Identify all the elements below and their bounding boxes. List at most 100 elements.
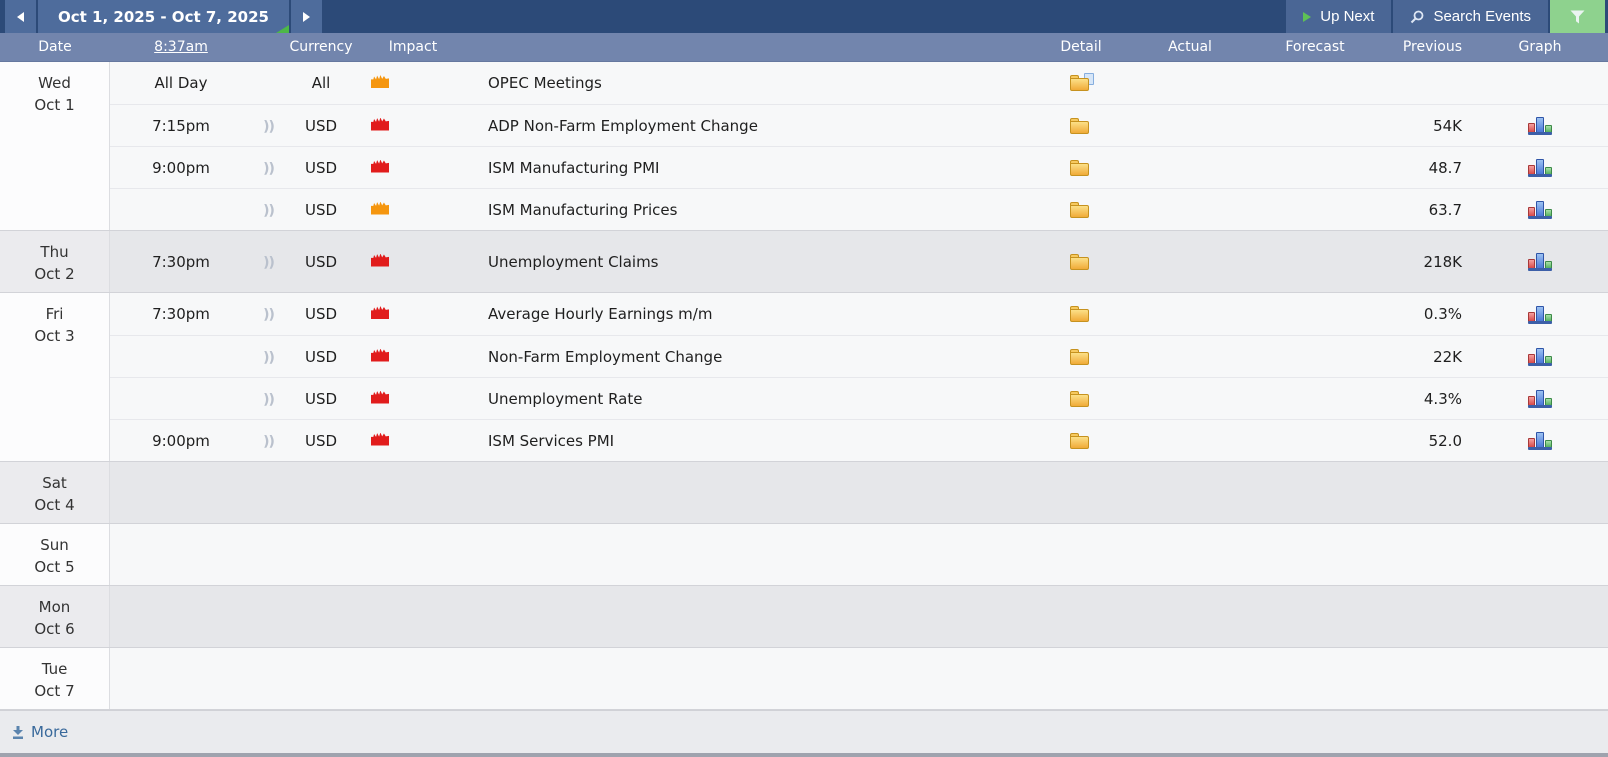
event-currency: USD: [304, 116, 338, 135]
topbar-actions: Up Next Search Events: [1284, 0, 1608, 33]
graph-icon[interactable]: [1528, 158, 1552, 177]
col-header-graph: Graph: [1518, 39, 1562, 55]
event-time: 9:00pm: [152, 431, 210, 450]
day-events: 7:30pm )) USD Average Hourly Earnings m/…: [110, 293, 1608, 461]
event-currency: USD: [304, 158, 338, 177]
more-link[interactable]: More: [12, 723, 68, 741]
day-block: Thu Oct 2 7:30pm )) USD Unemployment Cla…: [0, 231, 1608, 293]
speaker-icon: )): [263, 160, 275, 177]
speaker-icon: )): [263, 349, 275, 366]
event-name: ISM Manufacturing Prices: [488, 200, 678, 219]
search-events-button[interactable]: Search Events: [1393, 0, 1548, 33]
event-row[interactable]: All Day All OPEC Meetings: [110, 62, 1608, 104]
event-row[interactable]: 9:00pm )) USD ISM Services PMI 52.0: [110, 419, 1608, 461]
calendar-days: Wed Oct 1 All Day All OPEC Meetings: [0, 62, 1608, 710]
detail-folder-icon[interactable]: [1070, 390, 1092, 408]
event-row[interactable]: 9:00pm )) USD ISM Manufacturing PMI 48.7: [110, 146, 1608, 188]
graph-icon[interactable]: [1528, 200, 1552, 219]
col-header-actual: Actual: [1168, 39, 1212, 55]
event-row[interactable]: )) USD ISM Manufacturing Prices 63.7: [110, 188, 1608, 230]
current-time-link[interactable]: 8:37am: [154, 39, 208, 55]
event-row[interactable]: )) USD Unemployment Rate 4.3%: [110, 377, 1608, 419]
impact-icon: [371, 348, 389, 362]
graph-icon[interactable]: [1528, 116, 1552, 135]
search-events-label: Search Events: [1433, 8, 1531, 25]
day-date-cell: Sun Oct 5: [0, 524, 110, 585]
event-row[interactable]: 7:30pm )) USD Unemployment Claims 218K: [110, 241, 1608, 283]
detail-folder-icon[interactable]: [1070, 253, 1092, 271]
event-currency: USD: [304, 347, 338, 366]
event-name: ISM Manufacturing PMI: [488, 158, 660, 177]
date-range-label: Oct 1, 2025 - Oct 7, 2025: [58, 7, 269, 26]
day-date: Oct 2: [34, 265, 75, 283]
day-block: Wed Oct 1 All Day All OPEC Meetings: [0, 62, 1608, 231]
more-label: More: [31, 723, 69, 741]
date-range-selector[interactable]: Oct 1, 2025 - Oct 7, 2025: [38, 0, 289, 33]
col-header-date: Date: [38, 39, 72, 55]
event-previous: 4.3%: [1423, 389, 1462, 408]
detail-folder-icon[interactable]: [1070, 201, 1092, 219]
impact-icon: [371, 75, 389, 88]
day-date-cell: Sat Oct 4: [0, 462, 110, 523]
filter-funnel-icon: [1570, 10, 1585, 23]
day-name: Wed: [38, 74, 71, 92]
impact-icon: [371, 253, 389, 267]
detail-folder-icon[interactable]: [1070, 73, 1094, 92]
day-events: [110, 586, 1608, 647]
detail-folder-icon[interactable]: [1070, 305, 1092, 323]
day-block: Tue Oct 7: [0, 648, 1608, 710]
day-events: [110, 648, 1608, 709]
detail-folder-icon[interactable]: [1070, 432, 1092, 450]
day-date: Oct 6: [34, 620, 75, 638]
day-name: Sat: [42, 474, 67, 492]
event-time: 7:30pm: [152, 252, 210, 271]
col-header-previous: Previous: [1402, 39, 1462, 55]
graph-icon[interactable]: [1528, 252, 1552, 271]
event-currency: USD: [304, 200, 338, 219]
graph-icon[interactable]: [1528, 389, 1552, 408]
day-name: Tue: [41, 660, 68, 678]
speaker-icon: )): [263, 118, 275, 135]
event-name: ISM Services PMI: [488, 431, 615, 450]
day-date-cell: Tue Oct 7: [0, 648, 110, 709]
day-name: Mon: [38, 598, 71, 616]
day-events: [110, 462, 1608, 523]
graph-icon[interactable]: [1528, 431, 1552, 450]
event-name: ADP Non-Farm Employment Change: [488, 116, 758, 135]
detail-folder-icon[interactable]: [1070, 348, 1092, 366]
day-block: Sat Oct 4: [0, 462, 1608, 524]
speaker-icon: )): [263, 433, 275, 450]
impact-icon: [371, 201, 389, 215]
detail-folder-icon[interactable]: [1070, 117, 1092, 135]
day-events: All Day All OPEC Meetings 7:15pm )) USD: [110, 62, 1608, 230]
col-header-forecast: Forecast: [1285, 39, 1345, 55]
next-week-button[interactable]: [290, 0, 322, 33]
col-header-impact: Impact: [388, 39, 438, 55]
event-name: OPEC Meetings: [488, 74, 602, 92]
graph-icon[interactable]: [1528, 305, 1552, 324]
detail-folder-icon[interactable]: [1070, 159, 1092, 177]
event-row[interactable]: )) USD Non-Farm Employment Change 22K: [110, 335, 1608, 377]
search-icon: [1411, 10, 1424, 23]
day-date-cell: Mon Oct 6: [0, 586, 110, 647]
event-previous: 52.0: [1428, 431, 1462, 450]
up-next-button[interactable]: Up Next: [1286, 0, 1392, 33]
event-previous: 218K: [1423, 252, 1462, 271]
col-header-currency: Currency: [289, 39, 353, 55]
filter-button[interactable]: [1550, 0, 1605, 33]
event-currency: USD: [304, 389, 338, 408]
event-name: Unemployment Rate: [488, 389, 643, 408]
impact-icon: [371, 117, 389, 131]
footer-bar: More: [0, 710, 1608, 757]
up-next-play-icon: [1303, 11, 1312, 22]
speaker-icon: )): [263, 202, 275, 219]
day-date: Oct 3: [34, 327, 75, 345]
event-row[interactable]: 7:30pm )) USD Average Hourly Earnings m/…: [110, 293, 1608, 335]
prev-week-button[interactable]: [5, 0, 36, 33]
event-currency: All: [311, 74, 331, 92]
col-header-detail: Detail: [1060, 39, 1102, 55]
event-row[interactable]: 7:15pm )) USD ADP Non-Farm Employment Ch…: [110, 104, 1608, 146]
graph-icon[interactable]: [1528, 347, 1552, 366]
impact-icon: [371, 306, 389, 319]
day-date: Oct 5: [34, 558, 75, 576]
